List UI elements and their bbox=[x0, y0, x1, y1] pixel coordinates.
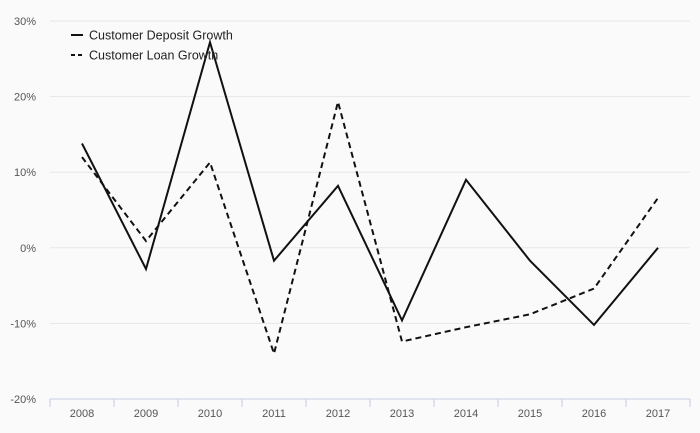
x-tick-label: 2015 bbox=[518, 408, 542, 420]
series-line-customer-loan-growth bbox=[81, 97, 659, 358]
legend-label: Customer Loan Growth bbox=[89, 49, 218, 63]
grid-lines bbox=[50, 20, 690, 324]
legend-label: Customer Deposit Growth bbox=[89, 29, 233, 43]
x-axis: 2008 2009 2010 2011 2012 2013 2014 2015 2016 2017 bbox=[49, 398, 691, 420]
y-tick-label: 10% bbox=[14, 167, 36, 179]
series-line-customer-deposit-growth bbox=[81, 38, 659, 327]
x-tick-label: 2009 bbox=[134, 408, 158, 420]
x-tick-label: 2014 bbox=[454, 408, 478, 420]
y-tick-label: -10% bbox=[10, 318, 36, 330]
x-tick-label: 2010 bbox=[198, 408, 222, 420]
y-tick-label: 20% bbox=[14, 92, 36, 104]
x-tick-label: 2011 bbox=[262, 408, 286, 420]
y-tick-label: -20% bbox=[10, 394, 36, 406]
x-tick-label: 2008 bbox=[70, 408, 94, 420]
x-tick-label: 2012 bbox=[326, 408, 350, 420]
x-tick-label: 2016 bbox=[582, 408, 606, 420]
y-tick-label: 0% bbox=[20, 243, 36, 255]
legend: Customer Deposit Growth Customer Loan Gro… bbox=[71, 29, 233, 63]
x-tick-label: 2013 bbox=[390, 408, 414, 420]
y-tick-label: 30% bbox=[14, 16, 36, 28]
x-tick-label: 2017 bbox=[646, 408, 670, 420]
series-lines bbox=[81, 38, 659, 358]
y-axis: 30% 20% 10% 0% -10% -20% bbox=[10, 16, 36, 406]
